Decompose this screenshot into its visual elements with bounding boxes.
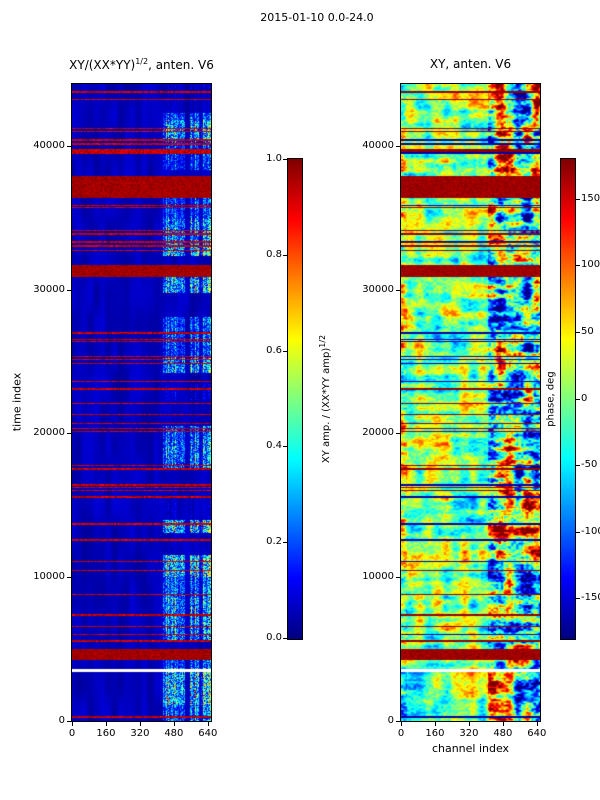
colorbar-tick-mark bbox=[576, 332, 580, 333]
phase-title-main: XY, anten. V6 bbox=[429, 57, 512, 71]
colorbar-tick-mark bbox=[576, 265, 580, 266]
colorbar-tick-mark bbox=[283, 255, 287, 256]
x-tick-mark bbox=[174, 722, 175, 726]
colorbar-tick-label: 100 bbox=[581, 259, 600, 271]
coherence-title-suffix: , anten. V6 bbox=[148, 58, 214, 72]
colorbar-tick-label: 0.4 bbox=[266, 440, 282, 452]
colorbar-tick-label: -150 bbox=[581, 592, 600, 604]
x-tick-label: 160 bbox=[96, 728, 116, 739]
figure-title: 2015-01-10 0.0-24.0 bbox=[260, 11, 374, 24]
y-tick-label: 40000 bbox=[362, 139, 394, 151]
x-tick-mark bbox=[503, 722, 504, 726]
y-tick-mark bbox=[67, 721, 71, 722]
y-tick-label: 20000 bbox=[362, 427, 394, 439]
y-tick-mark bbox=[396, 290, 400, 291]
colorbar-tick-mark bbox=[283, 446, 287, 447]
x-tick-mark bbox=[401, 722, 402, 726]
phase-colorbar-gradient bbox=[561, 159, 575, 639]
phase-plot-title: XY, anten. V6 bbox=[358, 57, 583, 71]
x-tick-label: 320 bbox=[459, 728, 479, 739]
x-tick-label: 160 bbox=[425, 728, 445, 739]
y-tick-label: 30000 bbox=[33, 283, 65, 295]
colorbar-tick-mark bbox=[283, 638, 287, 639]
phase-heatmap-axes bbox=[400, 83, 541, 722]
coherence-colorbar-gradient bbox=[288, 159, 302, 639]
channel-axis-label: channel index bbox=[431, 742, 510, 755]
colorbar-tick-label: 50 bbox=[581, 325, 594, 337]
y-tick-mark bbox=[67, 290, 71, 291]
time-axis-label: time index bbox=[10, 372, 24, 432]
x-tick-label: 640 bbox=[198, 728, 218, 739]
coherence-title-main: XY/(XX*YY) bbox=[69, 58, 136, 72]
coherence-title-superscript: 1/2 bbox=[135, 57, 149, 66]
coherence-heatmap-axes bbox=[71, 83, 212, 722]
x-tick-mark bbox=[537, 722, 538, 726]
y-tick-mark bbox=[67, 577, 71, 578]
colorbar-tick-label: -100 bbox=[581, 525, 600, 537]
y-tick-label: 0 bbox=[58, 715, 65, 726]
colorbar-tick-label: 0.8 bbox=[266, 248, 282, 260]
y-tick-label: 30000 bbox=[362, 283, 394, 295]
phase-colorbar-label: phase, deg bbox=[546, 371, 557, 426]
x-tick-mark bbox=[140, 722, 141, 726]
colorbar-tick-mark bbox=[283, 159, 287, 160]
y-tick-label: 20000 bbox=[33, 427, 65, 439]
colorbar-tick-mark bbox=[576, 399, 580, 400]
coherence-colorbar-label-main: XY amp. / (XX*YY amp) bbox=[321, 347, 333, 464]
y-tick-mark bbox=[396, 721, 400, 722]
x-tick-label: 480 bbox=[164, 728, 184, 739]
y-tick-mark bbox=[396, 433, 400, 434]
colorbar-tick-mark bbox=[576, 532, 580, 533]
x-tick-mark bbox=[469, 722, 470, 726]
colorbar-tick-label: 0 bbox=[581, 392, 588, 404]
x-tick-mark bbox=[106, 722, 107, 726]
y-tick-label: 10000 bbox=[33, 571, 65, 583]
x-tick-mark bbox=[208, 722, 209, 726]
y-tick-label: 40000 bbox=[33, 139, 65, 151]
y-tick-mark bbox=[67, 146, 71, 147]
y-tick-mark bbox=[396, 577, 400, 578]
y-tick-mark bbox=[396, 146, 400, 147]
coherence-heatmap-image bbox=[72, 84, 211, 721]
colorbar-tick-mark bbox=[576, 199, 580, 200]
colorbar-tick-label: 150 bbox=[581, 192, 600, 204]
coherence-colorbar-label-superscript: 1/2 bbox=[317, 334, 327, 348]
x-tick-mark bbox=[72, 722, 73, 726]
x-tick-label: 0 bbox=[397, 728, 405, 739]
y-tick-label: 10000 bbox=[362, 571, 394, 583]
phase-heatmap-image bbox=[401, 84, 540, 721]
colorbar-tick-mark bbox=[576, 598, 580, 599]
y-tick-label: 0 bbox=[387, 715, 394, 726]
colorbar-tick-mark bbox=[283, 351, 287, 352]
colorbar-tick-mark bbox=[576, 465, 580, 466]
phase-colorbar bbox=[560, 158, 576, 640]
y-tick-mark bbox=[67, 433, 71, 434]
colorbar-tick-label: -50 bbox=[581, 459, 598, 471]
x-tick-label: 0 bbox=[68, 728, 76, 739]
x-tick-label: 320 bbox=[130, 728, 150, 739]
phase-colorbar-label-main: phase, deg bbox=[545, 371, 557, 427]
colorbar-tick-label: 0.6 bbox=[266, 344, 282, 356]
coherence-plot-title: XY/(XX*YY)1/2, anten. V6 bbox=[29, 57, 254, 72]
colorbar-tick-mark bbox=[283, 542, 287, 543]
x-tick-label: 640 bbox=[527, 728, 547, 739]
x-tick-label: 480 bbox=[493, 728, 513, 739]
colorbar-tick-label: 1.0 bbox=[266, 153, 282, 164]
colorbar-tick-label: 0.2 bbox=[266, 536, 282, 548]
coherence-colorbar-label: XY amp. / (XX*YY amp)1/2 bbox=[318, 335, 332, 463]
coherence-colorbar bbox=[287, 158, 303, 640]
x-tick-mark bbox=[435, 722, 436, 726]
colorbar-tick-label: 0.0 bbox=[266, 632, 282, 643]
